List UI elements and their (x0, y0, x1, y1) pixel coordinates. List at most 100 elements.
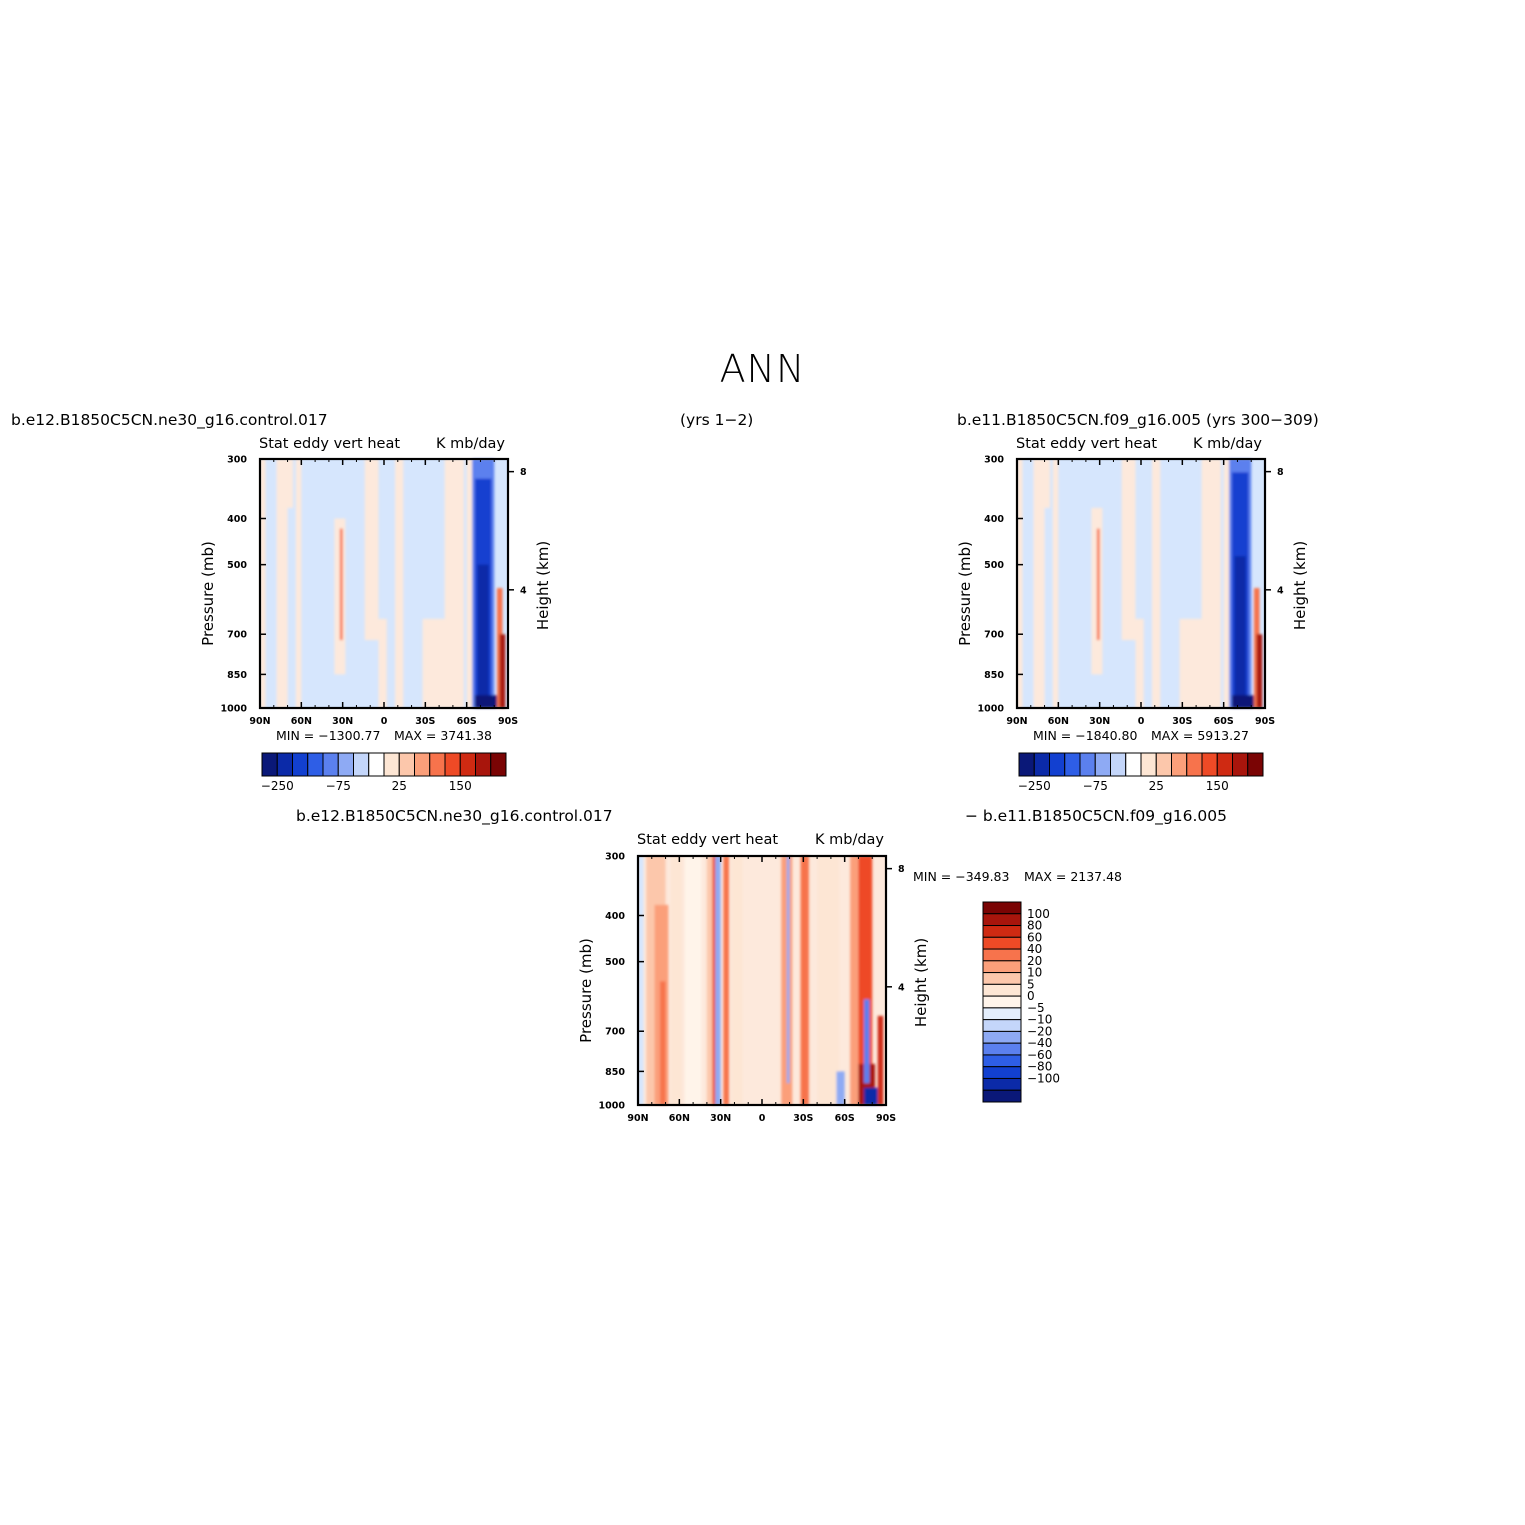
y-tick-label: 1000 (599, 1101, 626, 1112)
colorbar: −250 −75 25 150 (1018, 752, 1264, 793)
field-patch (1231, 695, 1254, 708)
y-tick-label: 700 (605, 1027, 625, 1038)
panel-1: 90N 60N 30N 0 30S 60S 90S 300 400 500 700 850 1000 8 4… (199, 455, 552, 794)
colorbar-swatch (1079, 752, 1096, 777)
colorbar-swatch (429, 752, 446, 777)
y-tick-label: 500 (605, 957, 625, 968)
colorbar-swatch (383, 752, 400, 777)
y-tick-label: 850 (227, 670, 247, 681)
colorbar-swatch (414, 752, 431, 777)
field-shading (260, 459, 506, 708)
y-tick-label: 400 (605, 911, 625, 922)
y-tick-label: 700 (984, 630, 1004, 641)
colorbar-swatch (459, 752, 476, 777)
x-tick-label: 60S (1214, 716, 1234, 727)
y-tick-label: 500 (984, 560, 1004, 571)
y-tick-label: 300 (227, 455, 247, 466)
panel-2: 90N 60N 30N 0 30S 60S 90S 300 400 500 700 850 1000 8 4… (956, 455, 1309, 794)
field-patch (1052, 459, 1059, 708)
colorbar-label: 5 (1027, 977, 1035, 991)
y-tick-label: 400 (984, 514, 1004, 525)
field-patch (1179, 618, 1205, 708)
colorbar-swatch (490, 752, 507, 777)
figure-title: ANN (719, 347, 806, 391)
y2-axis-label: Height (km) (534, 541, 552, 630)
colorbar-swatch (1171, 752, 1188, 777)
field-patch (638, 856, 644, 1105)
x-tick-label: 0 (381, 716, 388, 727)
colorbar-label: 25 (392, 779, 407, 793)
colorbar-label: −5 (1027, 1001, 1045, 1015)
field-patch (1201, 459, 1221, 708)
colorbar-swatch (1094, 752, 1111, 777)
x-tick-label: 60N (291, 716, 312, 727)
colorbar-swatch (1018, 752, 1035, 777)
colorbar-label: −20 (1027, 1024, 1052, 1038)
field-patch (1223, 459, 1230, 708)
field-patch (1234, 556, 1246, 704)
field-patch (800, 856, 809, 1105)
field-patch (1121, 459, 1136, 641)
x-tick-label: 90S (498, 716, 518, 727)
colorbar-swatch (1155, 752, 1172, 777)
colorbar-swatch (982, 948, 1022, 962)
x-tick-label: 90S (876, 1113, 896, 1124)
field-patch (1135, 618, 1144, 708)
x-tick-label: 90N (627, 1113, 648, 1124)
field-patch (817, 856, 840, 1105)
colorbar-swatch (982, 913, 1022, 927)
field-patch (268, 459, 277, 708)
field-patch (422, 618, 448, 708)
field-patch (378, 618, 387, 708)
field-patch (715, 856, 721, 1105)
colorbar-swatch (982, 995, 1022, 1009)
colorbar-swatch (982, 925, 1022, 938)
y2-tick-label: 8 (1277, 467, 1284, 478)
panel1-max-label: MAX = 3741.38 (394, 728, 493, 743)
y-tick-label: 300 (984, 455, 1004, 466)
field-patch (731, 856, 743, 1105)
field-patch (684, 856, 702, 1105)
field-patch (364, 459, 379, 641)
y-tick-label: 500 (227, 560, 247, 571)
y2-tick-label: 4 (898, 982, 905, 993)
colorbar-swatch (982, 1030, 1022, 1044)
colorbar-label: −60 (1027, 1048, 1052, 1062)
y2-tick-label: 4 (1277, 585, 1284, 596)
y-axis-label: Pressure (mb) (956, 541, 974, 646)
field-patch (723, 856, 729, 1105)
field-patch (1025, 459, 1034, 708)
colorbar-label: −80 (1027, 1060, 1052, 1074)
colorbar-swatch (276, 752, 293, 777)
colorbar-swatch (982, 960, 1022, 974)
field-patch (339, 528, 343, 641)
x-tick-label: 60N (669, 1113, 690, 1124)
y2-tick-label: 8 (520, 467, 527, 478)
colorbar-swatch (353, 752, 370, 777)
case1-years-label: (yrs 1−2) (680, 411, 754, 429)
field-patch (706, 856, 716, 1105)
field-patch (499, 634, 506, 708)
colorbar-label: 150 (449, 779, 472, 793)
colorbar-swatch (1033, 752, 1050, 777)
colorbar-swatch (982, 1042, 1022, 1056)
colorbar-swatch (982, 936, 1022, 950)
colorbar-swatch (1201, 752, 1218, 777)
colorbar-swatch (1232, 752, 1249, 777)
colorbar-label: 60 (1027, 930, 1042, 944)
colorbar-swatch (1247, 752, 1264, 777)
panel1-min-label: MIN = −1300.77 (276, 728, 381, 743)
colorbar-label: −75 (1083, 779, 1108, 793)
panel2-max-label: MAX = 5913.27 (1151, 728, 1250, 743)
colorbar-swatch (475, 752, 492, 777)
colorbar-swatch (292, 752, 309, 777)
colorbar-swatch (398, 752, 415, 777)
panel1-title-left: Stat eddy vert heat (259, 436, 401, 452)
field-patch (474, 695, 497, 708)
diff-left-label: b.e12.B1850C5CN.ne30_g16.control.017 (296, 807, 613, 825)
colorbar-label: 100 (1027, 907, 1050, 921)
colorbar-label: 150 (1206, 779, 1229, 793)
y-tick-label: 1000 (221, 704, 248, 715)
